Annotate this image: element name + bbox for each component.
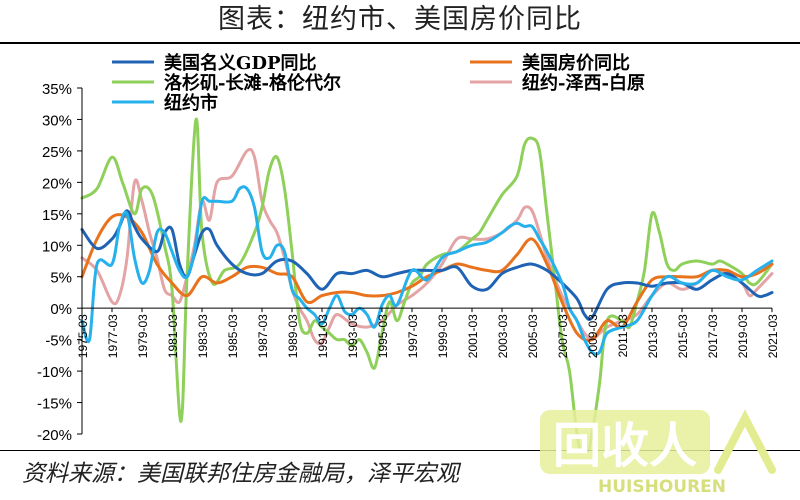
x-tick-label: 2007-03 xyxy=(556,314,570,358)
x-tick-label: 2017-03 xyxy=(706,314,720,358)
y-tick-label: 25% xyxy=(42,144,72,161)
watermark-badge xyxy=(540,410,710,474)
page-title: 图表：纽约市、美国房价同比 xyxy=(218,4,582,35)
x-tick-label: 2005-03 xyxy=(526,314,540,358)
y-tick-label: 0% xyxy=(50,301,72,318)
legend-label-3: 纽约-泽西-白原 xyxy=(522,72,645,94)
legend-label-4: 纽约市 xyxy=(164,92,218,114)
y-tick-label: -5% xyxy=(45,333,72,350)
watermark-text: 回收人 xyxy=(553,418,697,474)
x-tick-label: 1987-03 xyxy=(256,314,270,358)
x-tick-label: 1979-03 xyxy=(136,314,150,358)
x-tick-label: 2013-03 xyxy=(646,314,660,358)
x-tick-label: 1995-03 xyxy=(376,314,390,358)
source-note: 资料来源：美国联邦住房金融局，泽平宏观 xyxy=(22,461,459,487)
y-tick-label: -10% xyxy=(37,364,72,381)
x-tick-label: 1977-03 xyxy=(106,314,120,358)
legend-label-1: 美国房价同比 xyxy=(522,52,630,74)
y-tick-label: 10% xyxy=(42,238,72,255)
x-tick-label: 2009-03 xyxy=(586,314,600,358)
series-line-1 xyxy=(80,213,774,342)
x-tick-label: 1997-03 xyxy=(406,314,420,358)
y-tick-label: 5% xyxy=(50,270,72,287)
legend-label-0: 美国名义GDP同比 xyxy=(164,52,317,74)
axes: -20% -15% -10% -5% 0% 5% 10% 15% 20% 25% 30% 35% 197… xyxy=(37,81,780,444)
y-tick-label: -15% xyxy=(37,396,72,413)
x-tick-label: 1999-03 xyxy=(436,314,450,358)
x-tick-label: 1993-03 xyxy=(346,314,360,358)
y-tick-label: -20% xyxy=(37,427,72,444)
x-tick-label: 1991-03 xyxy=(316,314,330,358)
title-divider xyxy=(0,42,800,44)
x-tick-label: 2021-03 xyxy=(766,314,780,358)
x-tick-label: 2015-03 xyxy=(676,314,690,358)
series-line-4 xyxy=(80,185,774,356)
x-tick-label: 1983-03 xyxy=(196,314,210,358)
x-tick-label: 1981-03 xyxy=(166,314,180,358)
watermark-subtext: HUISHOUREN xyxy=(598,477,726,496)
y-tick-label: 30% xyxy=(42,112,72,129)
y-tick-label: 15% xyxy=(42,207,72,224)
y-tick-label: 20% xyxy=(42,175,72,192)
x-tick-label: 2001-03 xyxy=(466,314,480,358)
series-line-2 xyxy=(80,117,774,450)
footer-divider xyxy=(0,450,800,451)
x-tick-label: 2003-03 xyxy=(496,314,510,358)
x-tick-label: 1985-03 xyxy=(226,314,240,358)
watermark-person-icon xyxy=(714,409,776,474)
x-tick-label: 1975-03 xyxy=(76,314,90,358)
watermark-logo: 回收人 HUISHOUREN xyxy=(540,409,776,496)
legend-label-2: 洛杉矶-长滩-格伦代尔 xyxy=(164,72,341,94)
plot-lines xyxy=(80,117,774,450)
x-tick-label: 2019-03 xyxy=(736,314,750,358)
series-line-0 xyxy=(80,209,774,321)
y-tick-label: 35% xyxy=(42,81,72,98)
x-tick-label: 1989-03 xyxy=(286,314,300,358)
x-tick-label: 2011-03 xyxy=(616,314,630,357)
